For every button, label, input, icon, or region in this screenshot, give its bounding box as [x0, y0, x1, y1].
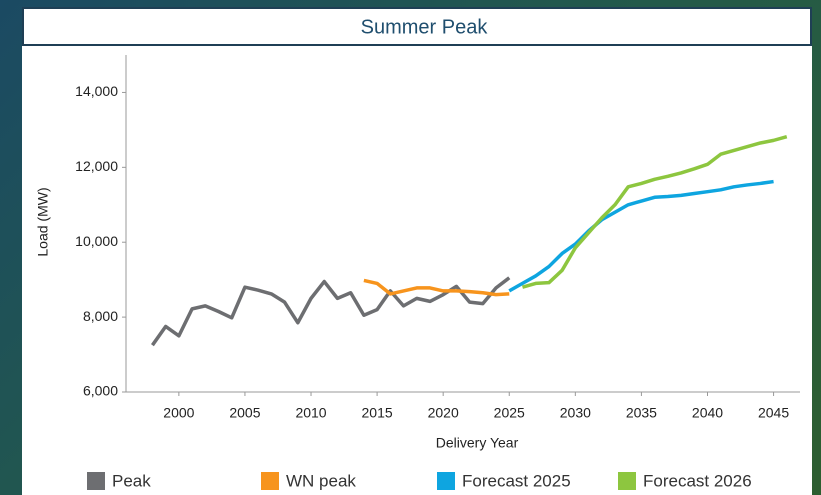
x-tick-label: 2030 — [560, 405, 591, 421]
x-tick-label: 2025 — [494, 405, 525, 421]
legend-label: Forecast 2026 — [643, 471, 752, 490]
x-tick-label: 2020 — [428, 405, 459, 421]
x-tick-label: 2010 — [295, 405, 326, 421]
y-tick-label: 10,000 — [75, 233, 118, 249]
series-line — [363, 278, 510, 297]
x-tick-label: 2035 — [626, 405, 657, 421]
series-line — [521, 134, 788, 289]
series-line — [508, 179, 774, 293]
y-tick-label: 6,000 — [83, 383, 118, 399]
legend-swatch — [618, 472, 636, 490]
panel — [22, 45, 812, 495]
legend-label: WN peak — [286, 471, 356, 490]
y-tick-label: 12,000 — [75, 158, 118, 174]
title-box — [22, 7, 812, 46]
x-axis-title: Delivery Year — [436, 435, 519, 451]
legend-label: Forecast 2025 — [462, 471, 571, 490]
legend-swatch — [261, 472, 279, 490]
x-tick-label: 2005 — [229, 405, 260, 421]
y-tick-label: 8,000 — [83, 308, 118, 324]
legend-swatch — [437, 472, 455, 490]
x-tick-label: 2000 — [163, 405, 194, 421]
chart-title: Summer Peak — [361, 16, 489, 38]
x-tick-label: 2040 — [692, 405, 723, 421]
legend-swatch — [87, 472, 105, 490]
x-tick-label: 2015 — [362, 405, 393, 421]
y-axis-title: Load (MW) — [35, 187, 51, 256]
x-tick-label: 2045 — [758, 405, 789, 421]
y-tick-label: 14,000 — [75, 83, 118, 99]
legend-label: Peak — [112, 471, 151, 490]
